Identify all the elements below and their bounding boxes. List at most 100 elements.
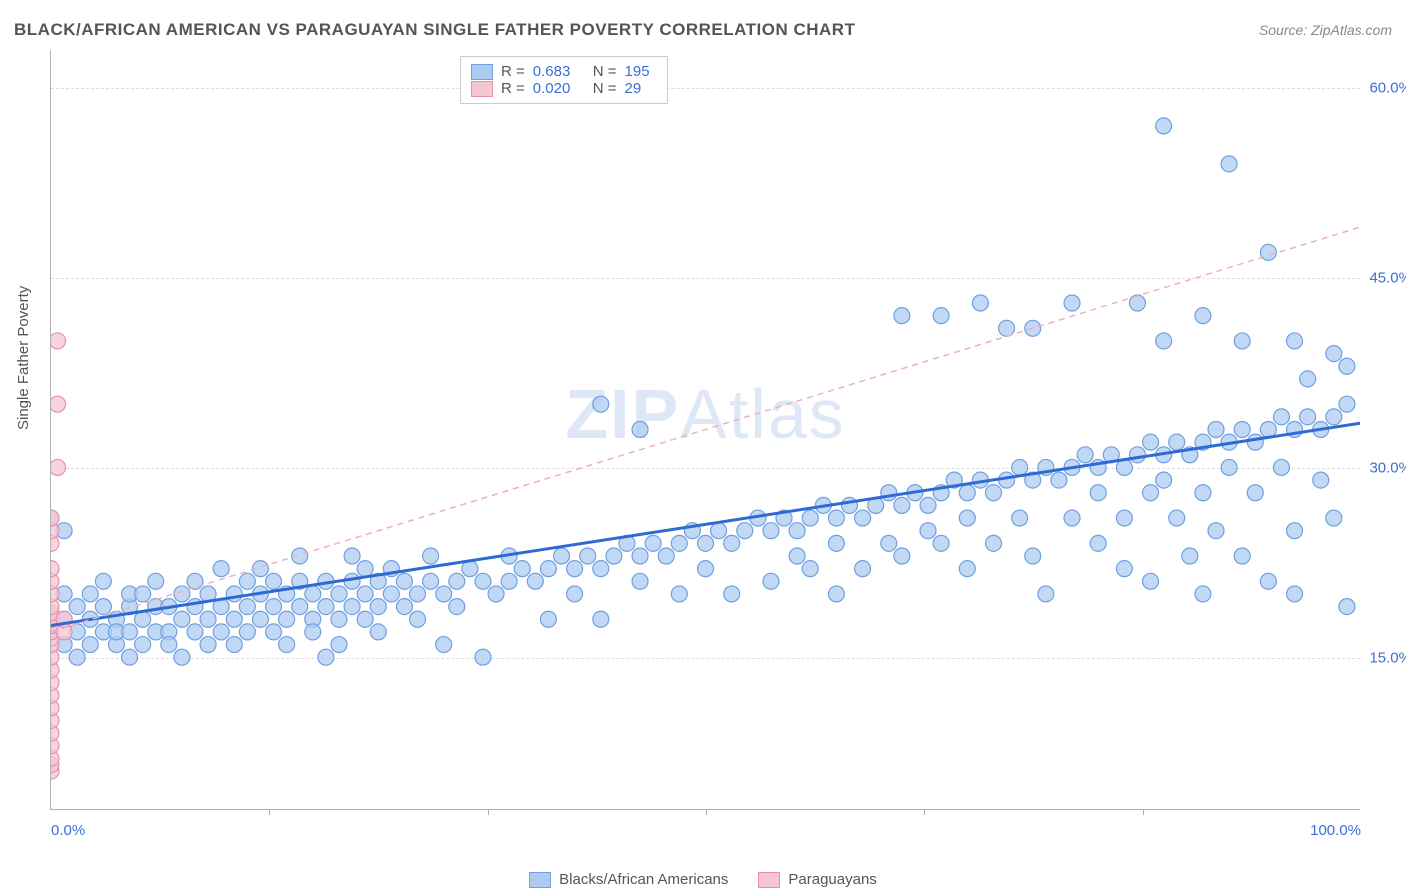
x-tick	[269, 809, 270, 815]
data-point	[331, 637, 347, 653]
data-point	[724, 586, 740, 602]
data-point	[396, 599, 412, 615]
data-point	[331, 611, 347, 627]
data-point	[51, 510, 59, 526]
data-point	[1221, 156, 1237, 172]
data-point	[122, 649, 138, 665]
legend-label: Blacks/African Americans	[559, 871, 728, 888]
data-point	[1234, 333, 1250, 349]
data-point	[1116, 561, 1132, 577]
data-point	[933, 535, 949, 551]
data-point	[410, 611, 426, 627]
y-tick-label: 60.0%	[1362, 80, 1406, 97]
data-point	[1169, 434, 1185, 450]
data-point	[1156, 333, 1172, 349]
data-point	[658, 548, 674, 564]
data-point	[252, 611, 268, 627]
data-point	[645, 535, 661, 551]
data-point	[239, 624, 255, 640]
data-point	[724, 535, 740, 551]
data-point	[593, 611, 609, 627]
data-point	[1287, 523, 1303, 539]
correlation-box: R = 0.683N = 195R = 0.020N = 29	[460, 56, 668, 104]
r-label: R =	[501, 63, 525, 80]
data-point	[475, 649, 491, 665]
data-point	[1221, 459, 1237, 475]
n-label: N =	[593, 63, 617, 80]
data-point	[239, 573, 255, 589]
series-swatch	[471, 81, 493, 97]
data-point	[1313, 472, 1329, 488]
data-point	[1012, 510, 1028, 526]
data-point	[1064, 510, 1080, 526]
data-point	[51, 459, 66, 475]
legend-swatch	[758, 872, 780, 888]
data-point	[266, 624, 282, 640]
data-point	[1012, 459, 1028, 475]
data-point	[540, 611, 556, 627]
data-point	[1195, 308, 1211, 324]
data-point	[920, 523, 936, 539]
data-point	[266, 599, 282, 615]
data-point	[1287, 333, 1303, 349]
data-point	[357, 561, 373, 577]
data-point	[1182, 548, 1198, 564]
data-point	[318, 599, 334, 615]
data-point	[1260, 244, 1276, 260]
data-point	[1247, 434, 1263, 450]
data-point	[985, 535, 1001, 551]
data-point	[1169, 510, 1185, 526]
x-tick-label: 0.0%	[51, 822, 85, 839]
data-point	[763, 573, 779, 589]
data-point	[894, 308, 910, 324]
source-credit: Source: ZipAtlas.com	[1259, 22, 1392, 38]
data-point	[1339, 396, 1355, 412]
data-point	[855, 561, 871, 577]
data-point	[51, 333, 66, 349]
data-point	[1247, 485, 1263, 501]
data-point	[1234, 548, 1250, 564]
data-point	[1260, 573, 1276, 589]
data-point	[95, 599, 111, 615]
correlation-row: R = 0.020N = 29	[471, 80, 657, 97]
data-point	[122, 624, 138, 640]
y-tick-label: 30.0%	[1362, 460, 1406, 477]
data-point	[802, 561, 818, 577]
data-point	[802, 510, 818, 526]
data-point	[789, 548, 805, 564]
data-point	[82, 637, 98, 653]
legend-swatch	[529, 872, 551, 888]
data-point	[1051, 472, 1067, 488]
data-point	[1129, 295, 1145, 311]
data-point	[1273, 459, 1289, 475]
data-point	[344, 599, 360, 615]
data-point	[1090, 485, 1106, 501]
data-point	[828, 586, 844, 602]
data-point	[698, 535, 714, 551]
data-point	[1300, 409, 1316, 425]
x-tick-label: 100.0%	[1310, 822, 1361, 839]
data-point	[1143, 485, 1159, 501]
y-tick-label: 15.0%	[1362, 650, 1406, 667]
data-point	[174, 649, 190, 665]
data-point	[999, 320, 1015, 336]
data-point	[894, 548, 910, 564]
data-point	[200, 611, 216, 627]
data-point	[213, 561, 229, 577]
data-point	[161, 637, 177, 653]
data-point	[213, 624, 229, 640]
r-value: 0.020	[533, 80, 585, 97]
x-tick	[706, 809, 707, 815]
data-point	[449, 599, 465, 615]
data-point	[1129, 447, 1145, 463]
data-point	[1287, 586, 1303, 602]
data-point	[1143, 573, 1159, 589]
data-point	[1090, 535, 1106, 551]
data-point	[95, 573, 111, 589]
data-point	[959, 510, 975, 526]
data-point	[135, 586, 151, 602]
data-point	[1195, 485, 1211, 501]
data-point	[1195, 586, 1211, 602]
data-point	[855, 510, 871, 526]
data-point	[737, 523, 753, 539]
